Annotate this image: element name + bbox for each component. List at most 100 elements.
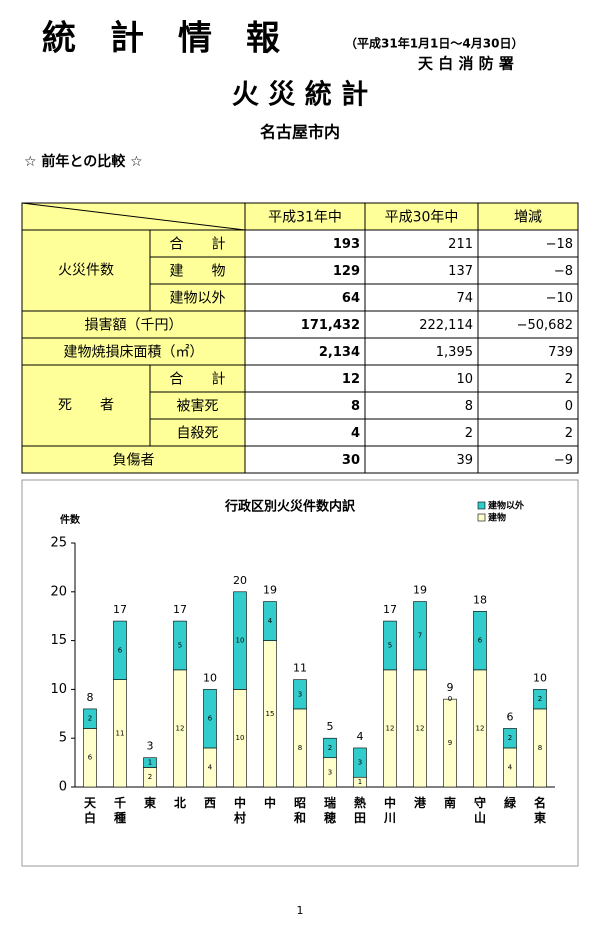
- bar-segment: [533, 689, 547, 710]
- segment-label: 0: [448, 695, 452, 703]
- group-label: 火災件数: [58, 263, 114, 279]
- cell: [364, 445, 479, 474]
- total-label: 10: [533, 671, 547, 684]
- bar-segment: [203, 689, 217, 749]
- row-label-cell: [149, 418, 246, 447]
- segment-label: 2: [328, 744, 332, 752]
- cell: [244, 283, 366, 312]
- total-label: 20: [233, 574, 247, 587]
- cell: [244, 229, 366, 258]
- total-label: 19: [263, 584, 277, 597]
- x-tick-label: 中川: [383, 795, 396, 825]
- cell-value: 10: [456, 372, 473, 387]
- cell-value: 2: [565, 426, 573, 441]
- segment-label: 15: [266, 710, 275, 718]
- cell: [477, 337, 579, 366]
- cell: [364, 229, 479, 258]
- chart-title: 行政区別火災件数内訳: [224, 499, 356, 515]
- header-text: 平成30年中: [385, 210, 459, 226]
- row-label: 建物以外: [170, 291, 226, 307]
- legend-label: 建物以外: [488, 500, 524, 512]
- segment-label: 6: [478, 637, 483, 645]
- segment-label: 5: [388, 641, 392, 649]
- subtitle: 火 災 統 計: [232, 79, 368, 111]
- total-label: 5: [327, 720, 334, 733]
- area: 名古屋市内: [260, 123, 340, 142]
- cell-value: 39: [456, 453, 473, 468]
- y-tick-label: 0: [59, 780, 67, 795]
- header-text: 増減: [514, 209, 542, 226]
- segment-label: 8: [298, 744, 302, 752]
- segment-label: 7: [418, 632, 422, 640]
- cell: [477, 364, 579, 393]
- row-label: 自殺死: [177, 426, 219, 442]
- x-tick-label: 熱田: [354, 795, 366, 825]
- header-cell: [364, 202, 479, 231]
- total-label: 9: [447, 681, 454, 694]
- group-label: 死 者: [58, 398, 114, 414]
- total-label: 4: [357, 730, 364, 743]
- bar-segment: [383, 620, 397, 671]
- total-label: 19: [413, 584, 427, 597]
- cell-value: 2,134: [319, 345, 360, 360]
- cell-value: −50,682: [517, 318, 573, 333]
- bar-segment: [353, 747, 367, 778]
- bar-segment: [233, 591, 247, 690]
- total-label: 17: [383, 603, 397, 616]
- y-tick-label: 5: [59, 731, 67, 746]
- cell-value: 211: [448, 237, 473, 252]
- cell-value: 222,114: [419, 318, 473, 333]
- segment-label: 4: [508, 763, 513, 771]
- cell: [244, 445, 366, 474]
- segment-label: 12: [416, 724, 425, 732]
- y-tick-label: 25: [50, 536, 67, 551]
- segment-label: 3: [328, 768, 332, 776]
- chart-frame: [21, 479, 579, 867]
- cell: [244, 418, 366, 447]
- cell: [477, 391, 579, 420]
- row-label: 負傷者: [113, 453, 155, 469]
- segment-label: 12: [386, 724, 395, 732]
- cell-value: 30: [342, 453, 360, 468]
- legend-label: 建物: [488, 512, 506, 524]
- section: ☆ 前年との比較 ☆: [24, 153, 143, 170]
- total-label: 11: [293, 662, 307, 675]
- page-number: 1: [297, 904, 304, 917]
- row-label: 被害死: [177, 399, 219, 415]
- segment-label: 6: [88, 754, 93, 762]
- cell: [364, 418, 479, 447]
- bar-segment: [83, 708, 97, 729]
- total-label: 17: [173, 603, 187, 616]
- cell-value: 12: [342, 372, 360, 387]
- cell: [244, 310, 366, 339]
- bar-segment: [173, 620, 187, 671]
- period: （平成31年1月1日～4月30日）: [345, 36, 523, 51]
- y-tick-label: 15: [50, 633, 67, 648]
- segment-label: 10: [236, 734, 245, 742]
- cell-value: 1,395: [436, 345, 473, 360]
- row-label-cell: [149, 229, 246, 258]
- header-text: 平成31年中: [268, 210, 342, 226]
- group-cell: [21, 229, 151, 312]
- cell: [364, 256, 479, 285]
- bar-segment: [443, 698, 457, 788]
- cell: [364, 391, 479, 420]
- cell: [364, 364, 479, 393]
- cell-value: 0: [565, 399, 573, 414]
- segment-label: 12: [476, 724, 485, 732]
- cell: [477, 310, 579, 339]
- total-label: 6: [507, 710, 514, 723]
- x-tick-label: 昭和: [293, 796, 306, 825]
- cell: [244, 337, 366, 366]
- bar-segment: [323, 737, 337, 759]
- x-tick-label: 西: [204, 796, 216, 810]
- segment-label: 4: [208, 763, 213, 771]
- header-cell: [477, 202, 579, 231]
- segment-label: 6: [208, 715, 213, 723]
- segment-label: 2: [148, 773, 152, 781]
- row-label-cell: [21, 310, 246, 339]
- cell: [364, 283, 479, 312]
- segment-label: 2: [88, 715, 92, 723]
